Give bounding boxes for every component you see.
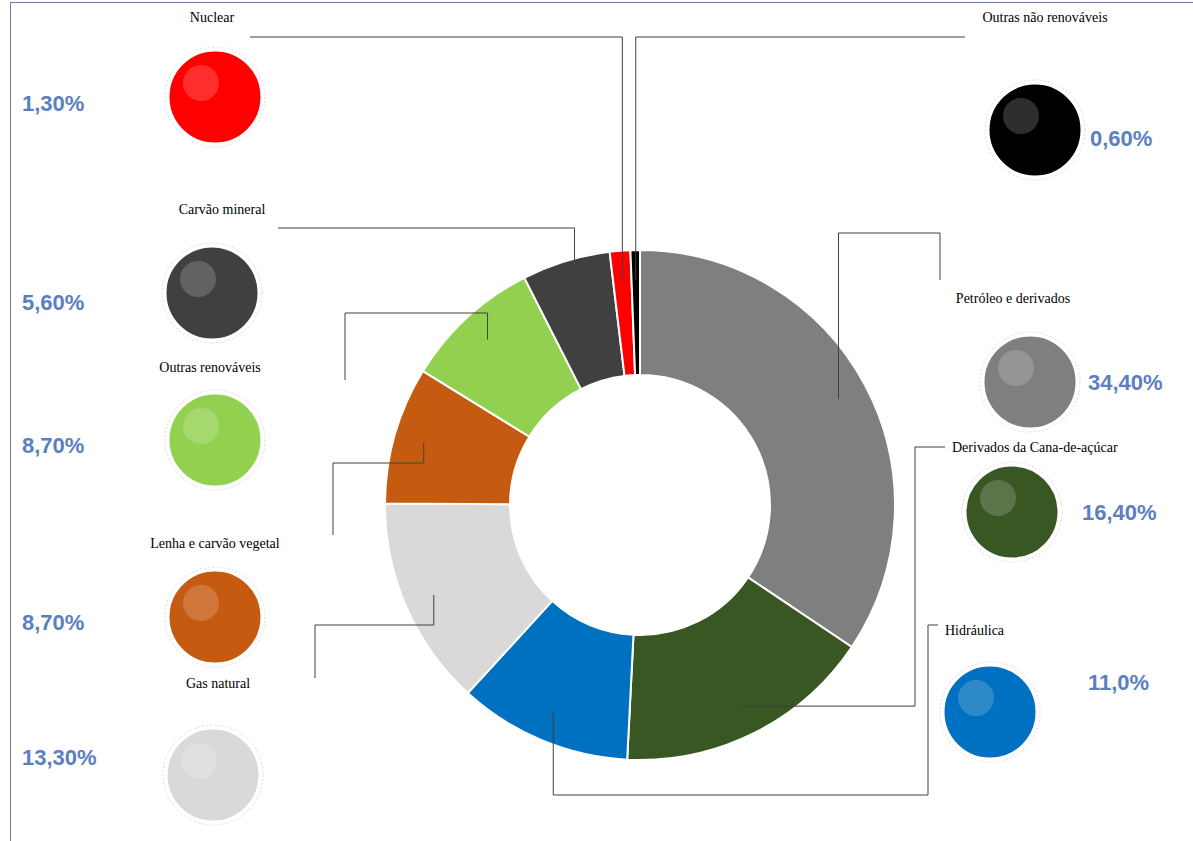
svg-text:Carvão mineral: Carvão mineral (179, 202, 266, 217)
svg-text:Lenha e carvão vegetal: Lenha e carvão vegetal (150, 536, 280, 551)
svg-text:Outras não renováveis: Outras não renováveis (982, 10, 1107, 25)
svg-text:Gas natural: Gas natural (186, 676, 250, 691)
svg-text:16,40%: 16,40% (1082, 500, 1157, 525)
svg-text:Derivados da Cana-de-açúcar: Derivados da Cana-de-açúcar (952, 440, 1118, 455)
svg-text:Nuclear: Nuclear (190, 10, 235, 25)
svg-text:Outras renováveis: Outras renováveis (159, 360, 260, 375)
svg-text:13,30%: 13,30% (22, 745, 97, 770)
svg-text:8,70%: 8,70% (22, 610, 84, 635)
svg-text:Petróleo e derivados: Petróleo e derivados (956, 291, 1070, 306)
svg-text:34,40%: 34,40% (1088, 370, 1163, 395)
svg-text:11,0%: 11,0% (1088, 670, 1149, 695)
svg-text:8,70%: 8,70% (22, 433, 84, 458)
svg-text:0,60%: 0,60% (1090, 126, 1152, 151)
svg-text:1,30%: 1,30% (22, 91, 84, 116)
svg-text:5,60%: 5,60% (22, 290, 84, 315)
svg-text:Hidráulica: Hidráulica (945, 623, 1005, 638)
